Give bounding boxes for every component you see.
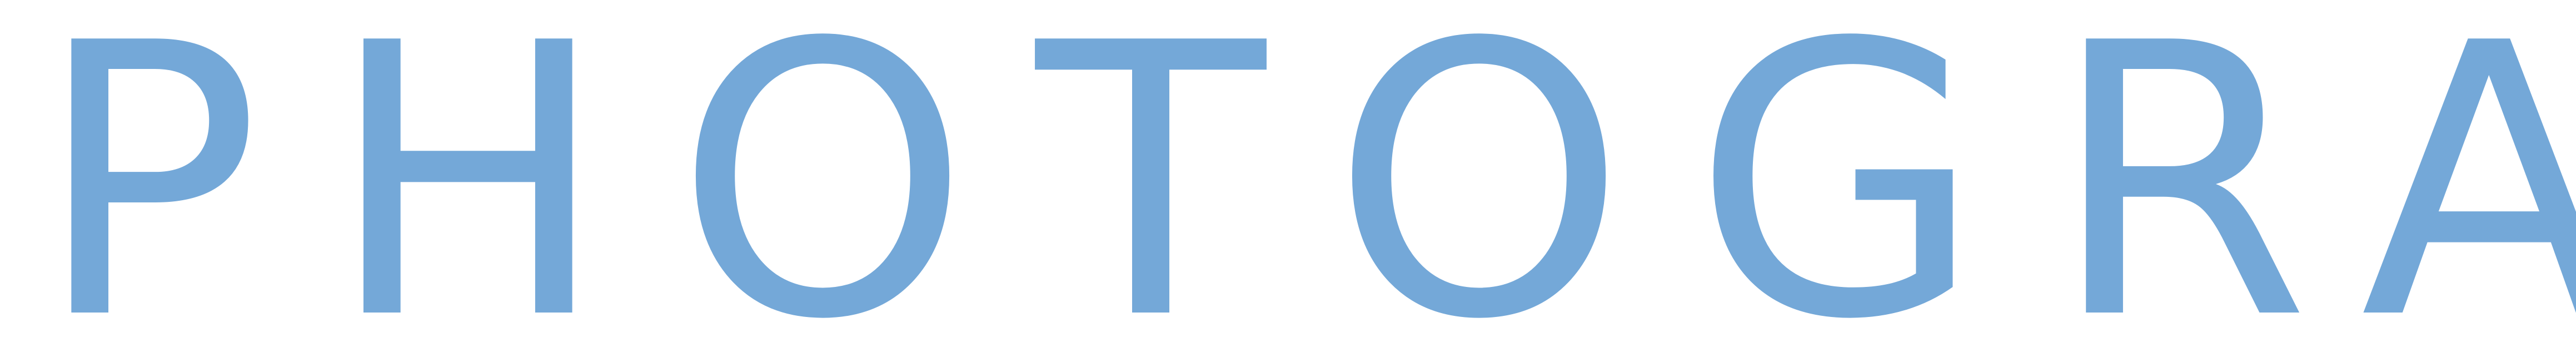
heading-text: PHOTOGRAPHY	[34, 0, 2576, 357]
